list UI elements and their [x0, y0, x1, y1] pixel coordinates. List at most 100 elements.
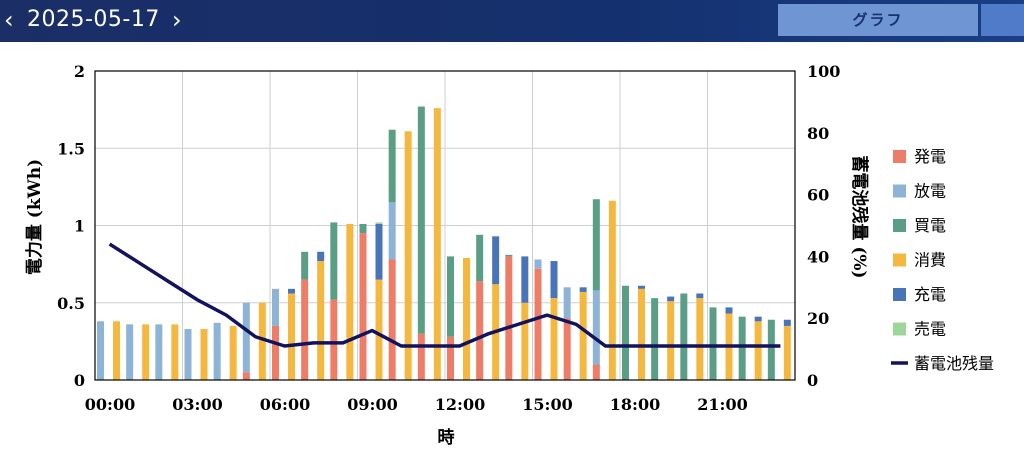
legend-label: 充電: [914, 285, 946, 304]
bar-generation: [505, 256, 513, 380]
legend-swatch: [893, 150, 906, 163]
bar-consumption: [200, 329, 208, 380]
bar-discharge: [242, 302, 250, 373]
energy-chart: 0 0.5 1 1.5 2 0 20 40 60 80 100 00:00 03:00 06:00 09…: [24, 62, 994, 448]
bar-charge: [579, 287, 587, 292]
bar-charge: [667, 296, 675, 302]
bar-consumption: [521, 302, 529, 380]
bar-purchase: [709, 307, 717, 380]
bar-consumption: [317, 261, 325, 380]
x-tick-label: 21:00: [697, 395, 747, 414]
bar-generation: [563, 318, 571, 380]
bar-purchase: [622, 285, 629, 380]
legend-label: 放電: [914, 182, 946, 201]
bar-discharge: [213, 322, 221, 380]
y2-tick-label: 0: [807, 371, 818, 390]
bar-consumption: [171, 324, 179, 380]
bar-purchase: [417, 106, 425, 334]
bar-consumption: [258, 302, 266, 380]
bar-consumption: [754, 321, 762, 380]
legend-swatch: [893, 322, 906, 336]
bar-consumption: [783, 325, 791, 380]
bar-purchase: [505, 254, 513, 257]
y-axis-ticks: 0 0.5 1 1.5 2: [57, 62, 85, 390]
bar-generation: [301, 279, 309, 380]
bar-consumption: [404, 131, 412, 380]
bar-discharge: [592, 290, 600, 365]
legend-label: 消費: [914, 251, 946, 270]
bar-generation: [359, 233, 367, 380]
bar-purchase: [592, 199, 600, 291]
bar-discharge: [388, 202, 396, 260]
x-tick-label: 18:00: [610, 395, 660, 414]
y2-tick-label: 80: [807, 124, 829, 143]
x-tick-label: 03:00: [172, 395, 222, 414]
bar-charge: [492, 236, 500, 285]
bar-generation: [592, 364, 600, 380]
bar-generation: [242, 372, 250, 380]
bar-purchase: [476, 234, 484, 282]
bar-series: [97, 106, 791, 380]
bar-purchase: [738, 316, 746, 380]
x-tick-label: 09:00: [347, 395, 397, 414]
bar-generation: [476, 281, 484, 380]
bar-charge: [521, 256, 529, 303]
y-tick-label: 0: [74, 371, 85, 390]
bar-consumption: [696, 298, 704, 380]
bar-discharge: [126, 324, 134, 380]
bar-discharge: [155, 324, 163, 380]
bar-purchase: [651, 298, 659, 380]
bar-consumption: [346, 223, 354, 380]
bar-charge: [317, 251, 325, 262]
bar-generation: [534, 268, 542, 380]
bar-discharge: [563, 287, 571, 319]
bar-generation: [417, 333, 425, 380]
x-tick-label: 00:00: [85, 395, 135, 414]
legend-label: 売電: [914, 320, 946, 339]
x-tick-label: 15:00: [522, 395, 572, 414]
chevron-left-icon[interactable]: ‹: [4, 6, 14, 34]
bar-consumption: [375, 279, 383, 380]
bar-consumption: [142, 324, 150, 380]
bar-consumption: [638, 288, 645, 380]
chevron-right-icon[interactable]: ›: [172, 6, 182, 34]
bar-consumption: [550, 298, 558, 380]
bar-discharge: [97, 321, 104, 380]
bar-charge: [754, 316, 762, 322]
y2-axis-title: 蓄電池残量 (%): [849, 155, 870, 278]
y-axis-title: 電力量 (kWh): [24, 159, 45, 275]
bar-generation: [388, 259, 396, 380]
x-axis-title: 時: [438, 427, 455, 448]
battery-level-line: [108, 242, 781, 348]
legend-label: 蓄電池残量: [914, 354, 994, 373]
y2-tick-label: 60: [807, 186, 829, 205]
bar-purchase: [330, 222, 338, 300]
bar-generation: [447, 336, 454, 380]
y-tick-label: 0.5: [57, 294, 85, 313]
x-axis-ticks: 00:00 03:00 06:00 09:00 12:00 15:00 18:00 21:00: [85, 395, 748, 414]
bar-sale: [375, 222, 383, 224]
y-tick-label: 1.5: [57, 139, 85, 158]
y2-tick-label: 20: [807, 309, 829, 328]
y-tick-label: 1: [74, 217, 85, 236]
bar-purchase: [388, 129, 396, 203]
bar-purchase: [301, 251, 309, 280]
bar-discharge: [534, 259, 542, 269]
bar-charge: [783, 319, 791, 326]
tab-secondary[interactable]: [981, 4, 1024, 36]
bar-discharge: [272, 288, 279, 326]
tab-graph[interactable]: グラフ: [778, 4, 978, 36]
y2-tick-label: 40: [807, 247, 829, 266]
bar-consumption: [579, 291, 587, 380]
x-tick-label: 12:00: [435, 395, 485, 414]
bar-charge: [638, 285, 645, 289]
bar-charge: [550, 261, 558, 299]
bar-charge: [375, 223, 383, 280]
bar-generation: [272, 325, 279, 380]
bar-discharge: [184, 329, 192, 380]
bar-purchase: [447, 256, 454, 337]
bar-consumption: [229, 325, 237, 380]
bar-purchase: [680, 293, 688, 380]
legend-swatch: [893, 219, 906, 232]
